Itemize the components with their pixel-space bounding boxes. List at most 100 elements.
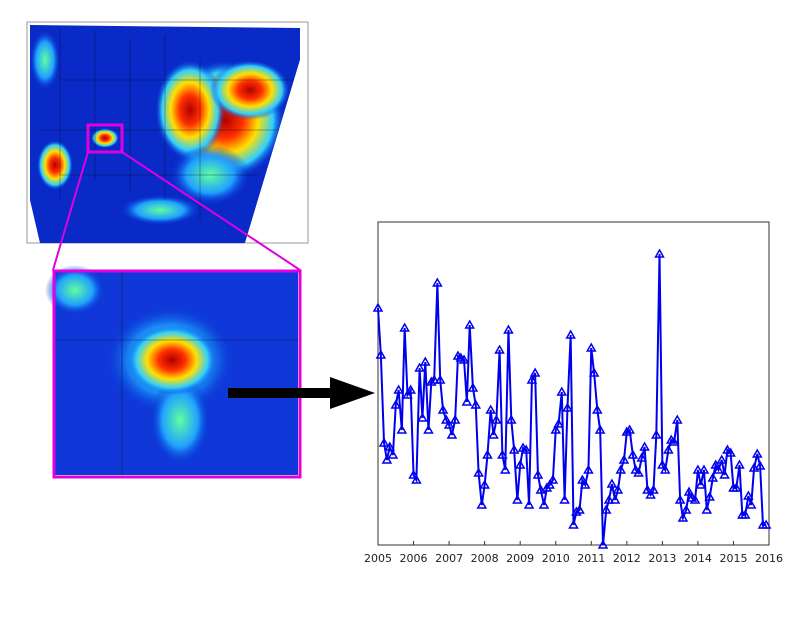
data-point (393, 384, 404, 394)
data-point (668, 436, 680, 446)
x-tick-label: 2006 (400, 552, 428, 565)
data-point (473, 467, 484, 477)
x-tick-label: 2015 (719, 552, 747, 565)
data-point (710, 459, 721, 469)
data-point (488, 429, 499, 439)
data-point (384, 441, 396, 451)
inset-map (45, 265, 302, 479)
data-point (375, 349, 387, 359)
warm-area (120, 195, 200, 225)
data-point (559, 494, 570, 504)
data-point (748, 462, 760, 472)
data-point (482, 449, 493, 459)
data-point (571, 506, 582, 516)
data-point (506, 414, 517, 424)
data-point (390, 399, 402, 409)
data-point (372, 302, 384, 312)
data-point (574, 504, 585, 514)
data-point (583, 464, 594, 474)
data-point (698, 464, 710, 474)
data-point (464, 319, 475, 329)
data-point (725, 447, 736, 457)
data-point (654, 248, 665, 258)
data-point (692, 464, 704, 474)
data-point (547, 474, 559, 484)
data-point (674, 494, 686, 504)
data-point (479, 479, 490, 489)
data-point (491, 414, 502, 424)
data-point (739, 509, 751, 519)
data-point (627, 449, 639, 459)
data-point (523, 499, 535, 509)
data-point (592, 404, 603, 414)
data-point (707, 472, 719, 482)
zoom-line (52, 151, 89, 271)
data-point (532, 469, 544, 479)
data-point (577, 474, 588, 484)
data-point (405, 384, 416, 394)
data-point (402, 389, 413, 399)
data-point (624, 424, 635, 434)
x-tick-label: 2012 (613, 552, 641, 565)
data-point (713, 464, 724, 474)
hotspot (91, 128, 119, 148)
data-point (381, 454, 393, 464)
data-point (423, 424, 434, 434)
data-point (428, 374, 440, 384)
data-point (743, 490, 754, 500)
data-point (663, 444, 674, 454)
data-point (414, 362, 425, 372)
data-point (467, 382, 479, 392)
data-point (585, 342, 597, 352)
data-point (476, 499, 488, 509)
data-point (485, 404, 496, 414)
data-point (562, 402, 573, 412)
x-tick-label: 2009 (506, 552, 534, 565)
selection-box (86, 123, 124, 154)
data-point (461, 396, 473, 406)
data-point (588, 367, 600, 377)
data-point (677, 512, 689, 522)
borders (40, 30, 300, 220)
data-point (387, 449, 399, 459)
x-tick-label: 2013 (648, 552, 676, 565)
data-point (716, 454, 728, 464)
data-point (603, 494, 615, 504)
data-point (657, 459, 668, 469)
data-point (621, 426, 633, 436)
hotspot (155, 60, 225, 160)
data-point (411, 474, 422, 484)
data-point (556, 386, 568, 396)
hotspot (127, 325, 217, 395)
data-point (745, 499, 757, 509)
data-point (606, 478, 618, 488)
data-point (443, 419, 455, 429)
hotspot (37, 140, 73, 190)
data-point (512, 494, 523, 504)
data-point (731, 482, 742, 492)
data-point (701, 504, 713, 514)
data-point (378, 437, 390, 447)
data-point (760, 519, 772, 529)
data-point (651, 429, 662, 439)
borders (55, 272, 298, 475)
data-point (470, 399, 482, 409)
data-point (612, 484, 624, 494)
data-point (751, 448, 763, 458)
data-point (633, 467, 644, 477)
data-point (494, 344, 505, 354)
data-point (689, 494, 701, 504)
zoom-line (121, 151, 301, 271)
data-point (499, 464, 511, 474)
data-point (734, 459, 745, 469)
data-point (550, 424, 562, 434)
data-point (597, 539, 609, 549)
data-point (639, 441, 650, 451)
data-point (544, 479, 555, 489)
data-point (648, 484, 659, 494)
data-point (594, 424, 606, 434)
x-tick-label: 2011 (577, 552, 605, 565)
data-point (659, 464, 671, 474)
data-point (440, 414, 452, 424)
